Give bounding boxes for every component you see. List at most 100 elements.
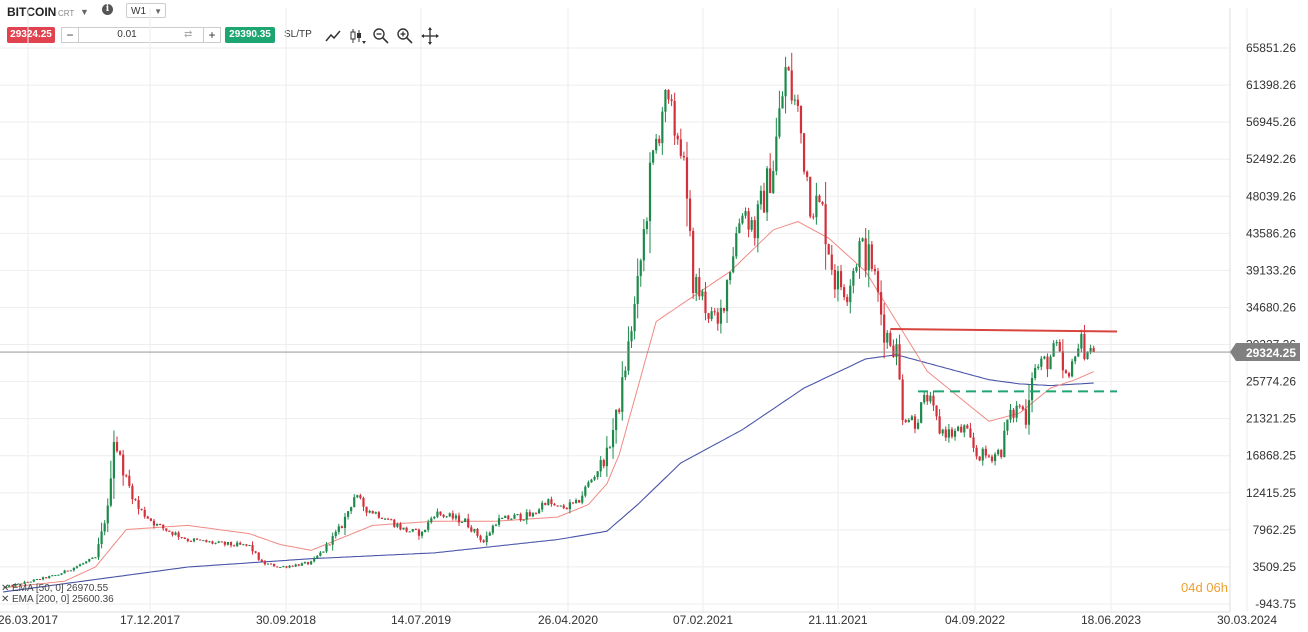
candle-body [818,195,821,203]
legend-entry: EMA [200, 0] 25600.36 [12,594,114,605]
candle-body [371,510,374,514]
candle [1077,343,1080,357]
candle-body [516,514,519,516]
candle-body [898,344,901,380]
candle-body [676,135,679,140]
candle-body [941,429,944,434]
candle-body [504,515,507,518]
quantity-input[interactable]: 0.01 [117,29,137,40]
candle [473,528,476,534]
candle-body [790,70,793,101]
candle [732,247,735,274]
candle-body [889,332,892,346]
candle [257,552,260,561]
candle [488,531,491,536]
candle-body [1092,347,1095,353]
candle-body [279,567,282,569]
zoom-out-icon[interactable] [372,27,390,45]
candle-body [180,537,183,539]
candle-body [155,523,159,526]
zoom-in-icon[interactable] [396,27,414,45]
candle-body [470,527,473,532]
candle [935,405,938,421]
candle-body [799,105,803,134]
candle-body [1049,356,1052,370]
candle [242,543,245,546]
candle-body [843,287,846,298]
candlestick-icon[interactable] [349,27,367,45]
caret-down-icon[interactable]: ▼ [80,7,89,17]
candle [350,506,353,514]
candle-body [1046,356,1049,370]
candle [248,544,251,547]
crosshair-icon[interactable] [421,27,439,45]
candle [904,418,907,424]
y-tick-label: 34680.26 [1246,300,1296,314]
candle-body [1034,368,1037,379]
candle [556,505,559,507]
timeframe-select[interactable]: W1 ▼ [126,3,166,18]
candle-body [953,430,957,437]
swap-icon[interactable]: ⇄ [184,29,193,40]
info-icon[interactable]: i [102,4,113,15]
candle [260,558,263,562]
candle [430,516,433,524]
symbol-label[interactable]: BITCOIN [7,5,57,19]
candle-body [1024,409,1027,425]
candle-body [741,215,744,224]
candle-body [32,579,35,582]
candle-body [291,565,294,567]
candle [1089,344,1092,355]
candle-body [997,450,1000,455]
candle-body [337,526,340,532]
candle [393,519,396,528]
candle-body [987,455,991,457]
candle [944,426,947,442]
candle [460,521,464,523]
candle [790,52,793,105]
candle [932,390,935,411]
candle [288,564,291,569]
increase-quantity-button[interactable]: + [203,28,220,42]
candle [833,264,836,298]
candle-body [476,529,479,536]
candle [380,517,384,520]
candle-body [482,540,485,543]
candle [793,94,796,106]
candle [648,152,652,254]
line-chart-icon[interactable] [324,27,342,45]
candle [109,460,112,508]
candle [513,513,516,519]
candle [923,391,926,405]
candle [433,516,436,520]
candle-body [648,162,652,222]
candle [762,182,766,213]
buy-button[interactable]: 29390.35 [225,27,275,43]
candle-body [673,100,676,136]
current-price-tag [1230,343,1300,362]
candle [898,334,901,380]
caret-down-icon: ▼ [154,7,162,16]
sell-button[interactable]: 29324.25 [7,27,55,43]
candle [707,312,710,323]
candle-body [17,583,20,585]
candle [276,566,279,568]
candle-body [276,566,279,568]
candle [91,557,94,560]
quantity-stepper[interactable]: − 0.01 ⇄ + [61,27,221,43]
candle [818,194,821,203]
candle-body [359,495,362,498]
candle [371,510,374,514]
candle [279,567,282,569]
candle-body [377,512,380,518]
candle-body [892,345,895,357]
sltp-button[interactable]: SL/TP [284,29,312,40]
candle-body [531,513,535,517]
candle [78,563,82,567]
decrease-quantity-button[interactable]: − [62,28,79,42]
candle-body [981,448,984,461]
candle [464,518,467,523]
candle [29,581,32,583]
candle [615,409,618,444]
